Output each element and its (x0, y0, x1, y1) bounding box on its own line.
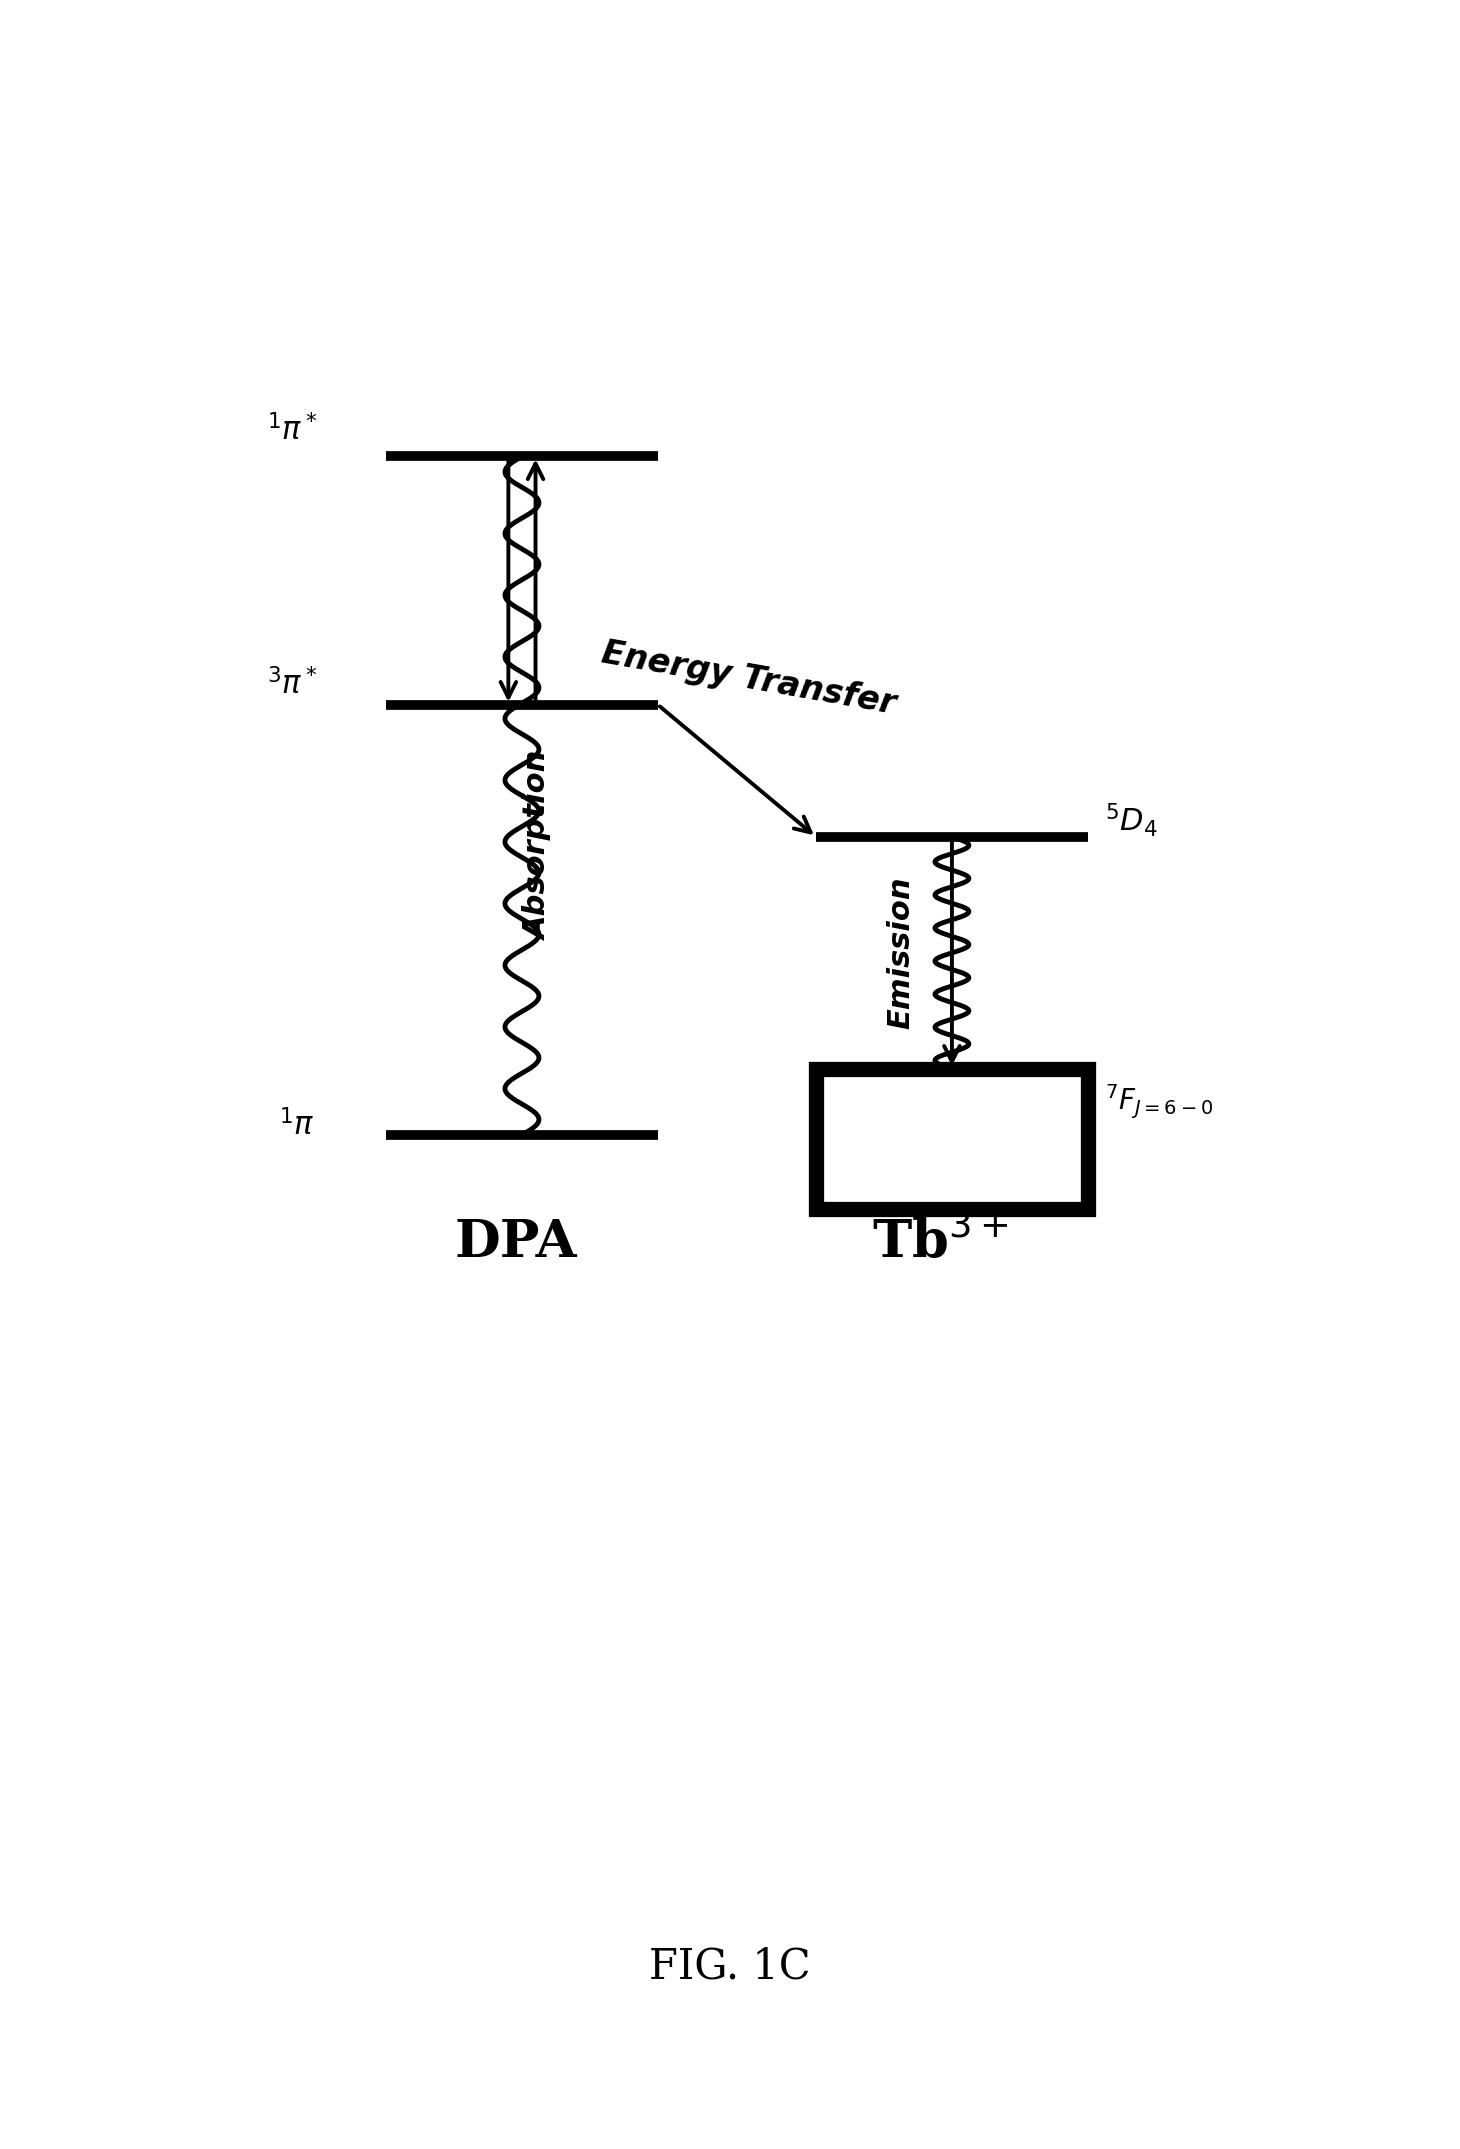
Text: Energy Transfer: Energy Transfer (599, 636, 898, 722)
Text: Emission: Emission (886, 877, 915, 1029)
Text: $^5D_4$: $^5D_4$ (1105, 802, 1158, 840)
Text: $^1\pi$: $^1\pi$ (279, 1111, 314, 1143)
Text: FIG. 1C: FIG. 1C (650, 1945, 810, 1988)
Text: Absorption: Absorption (524, 750, 553, 939)
Text: DPA: DPA (456, 1216, 578, 1268)
Text: $^7F_{J=6-0}$: $^7F_{J=6-0}$ (1105, 1083, 1213, 1122)
Bar (816, 1068, 1088, 1210)
Text: Tb$^{3+}$: Tb$^{3+}$ (873, 1216, 1009, 1270)
Text: $^3\pi^*$: $^3\pi^*$ (267, 668, 318, 701)
Text: $^1\pi^*$: $^1\pi^*$ (267, 415, 318, 447)
